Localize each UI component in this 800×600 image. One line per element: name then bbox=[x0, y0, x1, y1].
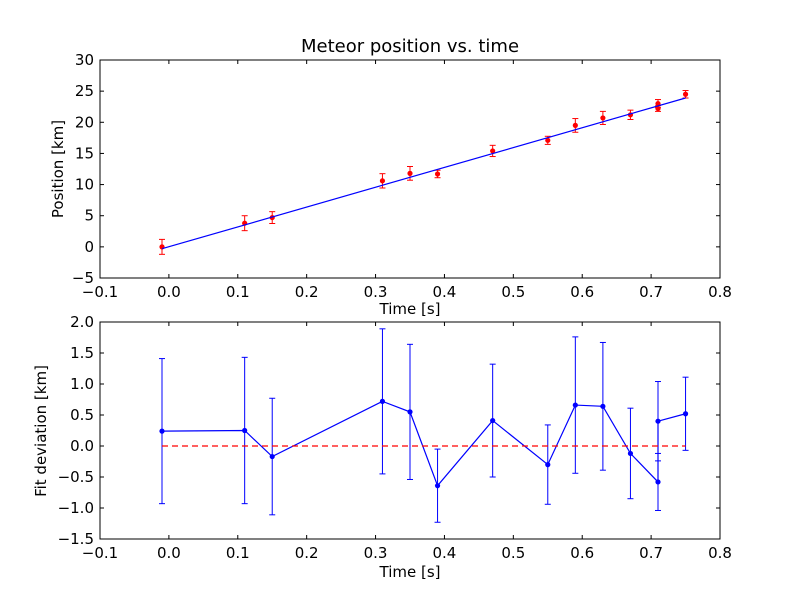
position-chart-x-tick-label: 0.3 bbox=[364, 283, 388, 301]
deviation-chart-x-tick-label: −0.1 bbox=[82, 544, 118, 562]
position-chart-y-tick-label: 15 bbox=[75, 144, 94, 162]
position-chart-x-tick-label: 0.8 bbox=[708, 283, 732, 301]
deviation-chart-y-tick-label: 0.5 bbox=[70, 406, 94, 424]
position-chart-x-tick-label: 0.6 bbox=[570, 283, 594, 301]
deviation-chart-y-axis-label: Fit deviation [km] bbox=[32, 365, 50, 497]
deviation-chart-data-point bbox=[379, 398, 386, 404]
deviation-chart-data-point bbox=[682, 411, 689, 417]
position-chart-x-axis-label: Time [s] bbox=[379, 300, 441, 318]
deviation-chart-data-point bbox=[627, 450, 634, 457]
position-chart-data-point bbox=[600, 115, 606, 121]
position-chart-y-tick-label: 25 bbox=[75, 82, 94, 100]
deviation-chart-data-point bbox=[655, 479, 661, 485]
deviation-chart-data-point bbox=[434, 483, 441, 489]
deviation-chart-y-tick-label: −1.0 bbox=[58, 499, 94, 517]
deviation-chart-data-point bbox=[159, 428, 165, 434]
deviation-chart-plot-frame bbox=[99, 321, 721, 540]
position-chart: Meteor position vs. time Time [s] Positi… bbox=[49, 36, 732, 318]
position-chart-y-tick-label: 5 bbox=[84, 207, 94, 225]
deviation-chart-x-tick-label: 0.7 bbox=[639, 544, 663, 562]
position-chart-y-tick-label: 20 bbox=[75, 113, 94, 131]
position-chart-x-tick-label: 0.5 bbox=[501, 283, 525, 301]
position-chart-y-tick-label: 0 bbox=[84, 238, 94, 256]
deviation-chart-data-point bbox=[269, 453, 275, 460]
deviation-chart-x-tick-label: 0.0 bbox=[157, 544, 181, 562]
deviation-chart-y-tick-label: 1.0 bbox=[70, 375, 94, 393]
deviation-chart-x-tick-label: 0.5 bbox=[501, 544, 525, 562]
position-chart-plot-frame bbox=[99, 59, 721, 279]
position-chart-y-axis-label: Position [km] bbox=[49, 120, 67, 218]
deviation-chart-data-point bbox=[407, 409, 413, 415]
deviation-chart-data-point bbox=[490, 417, 496, 424]
position-chart-y-tick-label: 30 bbox=[75, 51, 94, 69]
deviation-chart-data-point bbox=[572, 402, 578, 408]
position-chart-data-point bbox=[490, 148, 496, 154]
deviation-chart-y-tick-label: −1.5 bbox=[58, 530, 94, 548]
position-chart-data-point bbox=[682, 91, 689, 97]
position-chart-x-tick-label: −0.1 bbox=[82, 283, 118, 301]
deviation-chart-x-axis-label: Time [s] bbox=[379, 563, 441, 581]
deviation-chart-y-tick-label: 2.0 bbox=[70, 313, 94, 331]
position-chart-y-tick-label: 10 bbox=[75, 176, 94, 194]
deviation-chart-data-point bbox=[655, 418, 661, 424]
deviation-chart-y-tick-label: 0.0 bbox=[70, 437, 94, 455]
deviation-chart-y-tick-label: −0.5 bbox=[58, 468, 94, 486]
position-chart-data-point bbox=[655, 101, 661, 107]
deviation-chart-series-line bbox=[161, 400, 686, 487]
deviation-chart-x-tick-label: 0.8 bbox=[708, 544, 732, 562]
position-chart-x-tick-label: 0.0 bbox=[157, 283, 181, 301]
position-chart-data-point bbox=[572, 122, 578, 128]
position-chart-fit-line bbox=[161, 97, 686, 250]
deviation-chart-x-tick-label: 0.2 bbox=[295, 544, 319, 562]
deviation-chart-data-point bbox=[600, 403, 606, 409]
position-chart-data-point bbox=[407, 170, 413, 176]
deviation-chart-x-tick-label: 0.1 bbox=[226, 544, 250, 562]
deviation-chart-x-tick-label: 0.6 bbox=[570, 544, 594, 562]
position-chart-x-tick-label: 0.4 bbox=[433, 283, 457, 301]
position-chart-x-tick-label: 0.7 bbox=[639, 283, 663, 301]
position-chart-data-point bbox=[545, 137, 551, 143]
deviation-chart-x-tick-label: 0.4 bbox=[433, 544, 457, 562]
deviation-chart-x-tick-label: 0.3 bbox=[364, 544, 388, 562]
deviation-chart-data-point bbox=[545, 462, 551, 468]
deviation-chart-y-tick-label: 1.5 bbox=[70, 344, 94, 362]
position-chart-x-tick-label: 0.2 bbox=[295, 283, 319, 301]
position-chart-data-point bbox=[434, 171, 441, 177]
position-chart-x-tick-label: 0.1 bbox=[226, 283, 250, 301]
deviation-chart-data-point bbox=[242, 427, 248, 434]
deviation-chart: Time [s] Fit deviation [km] −0.1 0.0 0.1 0.… bbox=[32, 313, 732, 581]
position-chart-data-point bbox=[379, 178, 386, 184]
position-chart-y-tick-label: −5 bbox=[72, 269, 94, 287]
position-chart-title: Meteor position vs. time bbox=[301, 36, 519, 57]
